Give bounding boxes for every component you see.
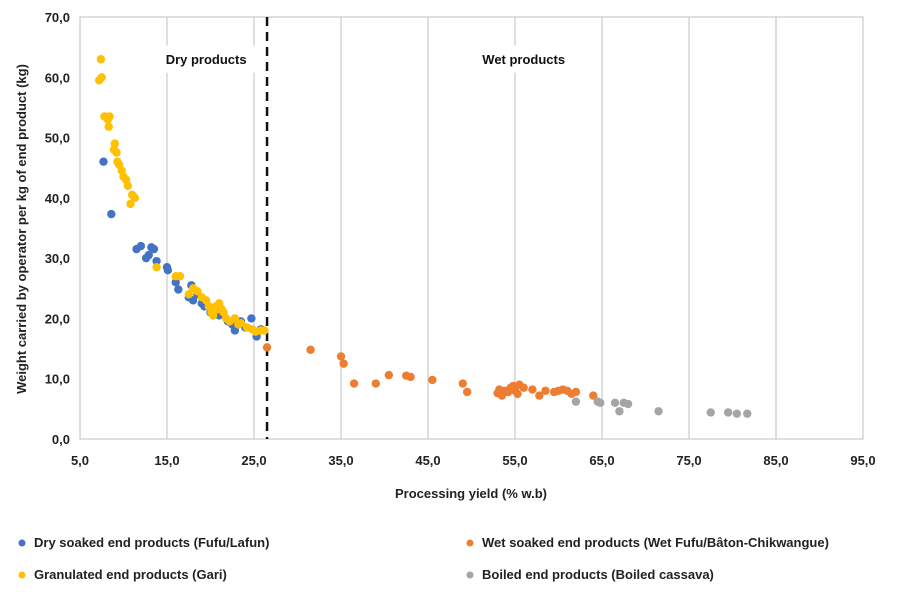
data-point	[130, 193, 140, 203]
legend-label: Wet soaked end products (Wet Fufu/Bâton-…	[482, 535, 829, 550]
y-axis-title: Weight carried by operator per kg of end…	[14, 64, 29, 394]
data-point	[260, 326, 269, 335]
legend-marker	[18, 539, 26, 547]
y-tick-label: 50,0	[45, 131, 70, 146]
data-point	[462, 387, 472, 397]
data-point	[706, 408, 715, 417]
data-point	[589, 391, 598, 400]
annotation-box	[467, 45, 581, 73]
data-point	[96, 55, 106, 64]
data-points	[94, 55, 752, 418]
data-point	[732, 409, 742, 418]
y-tick-label: 60,0	[45, 70, 70, 85]
data-point	[428, 375, 437, 385]
data-point	[743, 409, 752, 418]
data-point	[163, 266, 173, 275]
data-point	[99, 157, 108, 166]
y-tick-label: 70,0	[45, 10, 70, 25]
x-tick-label: 25,0	[241, 453, 266, 468]
x-tick-label: 85,0	[763, 453, 788, 468]
data-point	[458, 379, 467, 388]
data-point	[513, 389, 522, 398]
data-point	[104, 122, 113, 131]
legend-label: Boiled end products (Boiled cassava)	[482, 567, 714, 582]
data-point	[208, 311, 218, 320]
annotation-box	[149, 45, 263, 73]
data-point	[306, 345, 315, 354]
data-point	[123, 181, 133, 190]
x-tick-label: 45,0	[415, 453, 440, 468]
data-point	[112, 148, 121, 157]
data-point	[184, 290, 193, 299]
data-point	[623, 399, 633, 409]
data-point	[723, 408, 733, 417]
y-tick-label: 0,0	[52, 432, 70, 447]
annotation-label: Dry products	[166, 52, 247, 67]
data-point	[171, 278, 180, 287]
legend-marker	[466, 539, 474, 547]
legend-marker	[18, 571, 26, 579]
data-point	[528, 385, 537, 394]
x-tick-label: 35,0	[328, 453, 353, 468]
data-point	[136, 241, 146, 251]
annotation-label: Wet products	[482, 52, 565, 67]
data-point	[349, 379, 359, 388]
x-tick-label: 55,0	[502, 453, 527, 468]
y-tick-label: 20,0	[45, 311, 70, 326]
data-point	[535, 391, 544, 400]
data-point	[152, 256, 161, 266]
data-point	[149, 244, 159, 254]
data-point	[174, 285, 183, 294]
data-point	[107, 209, 116, 219]
data-point	[97, 73, 106, 82]
data-point	[247, 314, 256, 323]
x-tick-label: 5,0	[71, 453, 89, 468]
x-tick-label: 95,0	[850, 453, 875, 468]
y-tick-label: 40,0	[45, 191, 70, 206]
y-tick-label: 10,0	[45, 372, 70, 387]
data-point	[336, 352, 346, 361]
annotations: Dry products Wet products	[149, 45, 581, 73]
plot-area	[79, 16, 864, 440]
data-point	[339, 359, 348, 368]
data-point	[571, 387, 581, 397]
data-point	[144, 250, 153, 260]
tick-labels: 5,0 15,0 25,0 35,0 45,0 55,0 65,0 75,0 85,0 95,0 0…	[45, 10, 876, 468]
legend-label: Dry soaked end products (Fufu/Lafun)	[34, 535, 269, 550]
data-point	[541, 386, 550, 395]
data-point	[406, 372, 415, 382]
data-point	[175, 272, 185, 281]
gridlines	[166, 17, 777, 439]
x-tick-label: 75,0	[676, 453, 701, 468]
data-point	[596, 398, 605, 408]
data-point	[519, 383, 528, 392]
data-point	[236, 319, 246, 328]
data-point	[188, 296, 198, 305]
data-point	[610, 398, 620, 408]
data-point	[384, 370, 394, 380]
data-point	[571, 397, 581, 406]
x-tick-label: 65,0	[589, 453, 614, 468]
data-point	[615, 407, 624, 416]
data-point	[262, 343, 272, 352]
data-point	[193, 287, 202, 296]
y-tick-label: 30,0	[45, 251, 70, 266]
legend-marker	[466, 571, 474, 579]
data-point	[371, 379, 380, 388]
data-point	[654, 407, 663, 416]
legend-label: Granulated end products (Gari)	[34, 567, 227, 582]
x-tick-label: 15,0	[154, 453, 179, 468]
data-point	[110, 139, 120, 148]
data-point	[105, 112, 114, 121]
legend: Dry soaked end products (Fufu/Lafun) Wet …	[18, 535, 829, 582]
x-axis-title: Processing yield (% w.b)	[395, 486, 547, 501]
data-point	[152, 262, 161, 272]
data-point	[126, 199, 135, 209]
